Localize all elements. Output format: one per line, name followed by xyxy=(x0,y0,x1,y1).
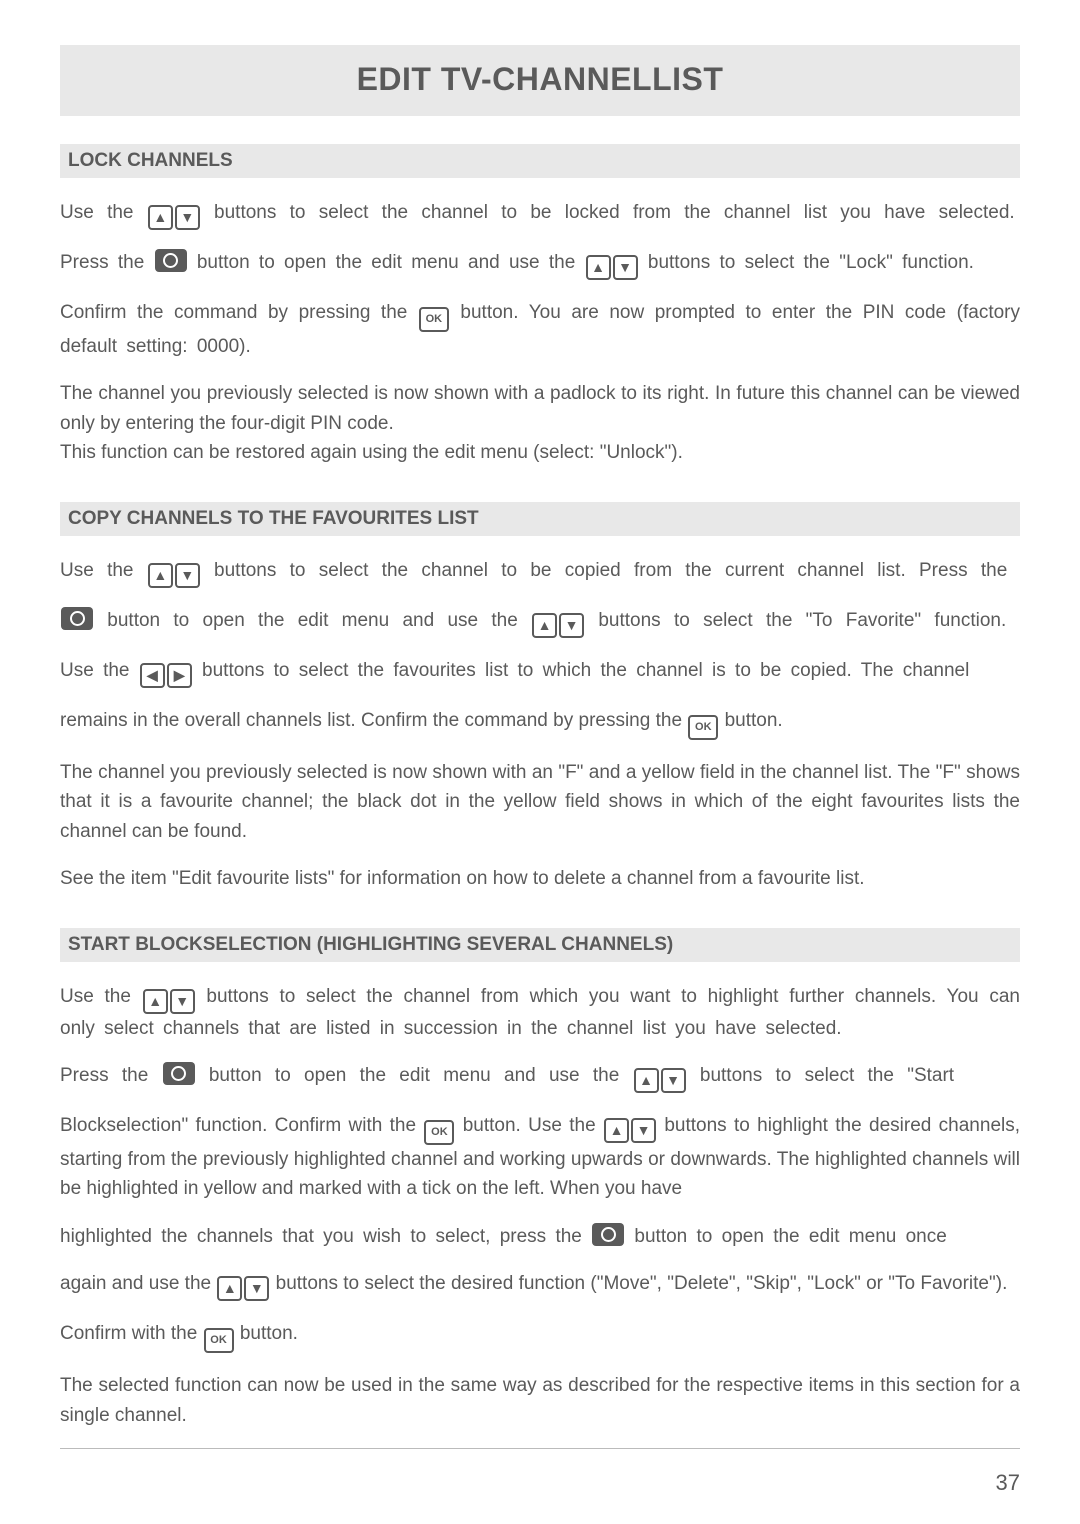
down-icon: ▼ xyxy=(175,563,200,588)
text: buttons to select the "Lock" function. xyxy=(639,252,974,273)
paragraph: Use the ▲▼ buttons to select the channel… xyxy=(60,982,1020,1043)
paragraph: See the item "Edit favourite lists" for … xyxy=(60,864,1020,893)
up-icon: ▲ xyxy=(148,205,173,230)
record-icon xyxy=(163,1062,195,1085)
up-icon: ▲ xyxy=(217,1276,242,1301)
up-icon: ▲ xyxy=(604,1118,629,1143)
down-icon: ▼ xyxy=(631,1118,656,1143)
record-icon xyxy=(155,249,187,272)
page-title-band: EDIT TV-CHANNELLIST xyxy=(60,45,1020,116)
paragraph: Use the ▲▼ buttons to select the channel… xyxy=(60,198,1020,230)
paragraph: remains in the overall channels list. Co… xyxy=(60,706,1020,740)
text: button to open the edit menu and use the xyxy=(196,1065,633,1086)
section-heading-block: START BLOCKSELECTION (HIGHLIGHTING SEVER… xyxy=(60,928,1020,962)
down-icon: ▼ xyxy=(661,1068,686,1093)
page-number: 37 xyxy=(996,1470,1020,1496)
text: button to open the edit menu and use the xyxy=(94,610,531,631)
up-icon: ▲ xyxy=(148,563,173,588)
section-block-body: Use the ▲▼ buttons to select the channel… xyxy=(60,982,1020,1431)
ok-icon: OK xyxy=(424,1120,454,1145)
text: buttons to select the channel to be copi… xyxy=(201,560,1008,581)
text: Use the xyxy=(60,660,139,681)
text: Confirm the command by pressing the xyxy=(60,302,418,323)
text: button. xyxy=(235,1323,298,1344)
paragraph: The channel you previously selected is n… xyxy=(60,758,1020,846)
ok-icon: OK xyxy=(419,307,449,332)
text: This function can be restored again usin… xyxy=(60,442,683,463)
text: Blockselection" function. Confirm with t… xyxy=(60,1115,423,1136)
text: Confirm with the xyxy=(60,1323,203,1344)
text: button to open the edit menu once xyxy=(625,1226,947,1247)
text: buttons to select the channel from which… xyxy=(60,986,1020,1039)
down-icon: ▼ xyxy=(244,1276,269,1301)
text: button. xyxy=(719,710,782,731)
up-icon: ▲ xyxy=(143,989,168,1014)
text: button. Use the xyxy=(455,1115,603,1136)
paragraph: highlighted the channels that you wish t… xyxy=(60,1222,1020,1251)
paragraph: button to open the edit menu and use the… xyxy=(60,606,1020,638)
paragraph: The channel you previously selected is n… xyxy=(60,379,1020,467)
text: buttons to select the channel to be lock… xyxy=(201,202,1015,223)
section-heading-copy: COPY CHANNELS TO THE FAVOURITES LIST xyxy=(60,502,1020,536)
paragraph: Press the button to open the edit menu a… xyxy=(60,248,1020,280)
up-icon: ▲ xyxy=(586,255,611,280)
ok-icon: OK xyxy=(688,715,718,740)
text: Press the xyxy=(60,252,154,273)
paragraph: Press the button to open the edit menu a… xyxy=(60,1061,1020,1093)
right-icon: ▶ xyxy=(167,663,192,688)
record-icon xyxy=(592,1223,624,1246)
text: The channel you previously selected is n… xyxy=(60,383,1020,433)
text: highlighted the channels that you wish t… xyxy=(60,1226,591,1247)
down-icon: ▼ xyxy=(613,255,638,280)
down-icon: ▼ xyxy=(170,989,195,1014)
paragraph: Use the ▲▼ buttons to select the channel… xyxy=(60,556,1020,588)
ok-icon: OK xyxy=(204,1328,234,1353)
text: buttons to select the favourites list to… xyxy=(193,660,970,681)
up-icon: ▲ xyxy=(532,613,557,638)
text: remains in the overall channels list. Co… xyxy=(60,710,687,731)
text: buttons to select the "Start xyxy=(687,1065,954,1086)
section-lock-body: Use the ▲▼ buttons to select the channel… xyxy=(60,198,1020,468)
text: buttons to select the desired function (… xyxy=(270,1273,1007,1294)
paragraph: Confirm with the OK button. xyxy=(60,1319,1020,1353)
paragraph: The selected function can now be used in… xyxy=(60,1371,1020,1430)
section-copy-body: Use the ▲▼ buttons to select the channel… xyxy=(60,556,1020,894)
left-icon: ◀ xyxy=(140,663,165,688)
text: Use the xyxy=(60,202,147,223)
footer-divider xyxy=(60,1448,1020,1449)
text: button to open the edit menu and use the xyxy=(188,252,585,273)
text: again and use the xyxy=(60,1273,216,1294)
record-icon xyxy=(61,607,93,630)
text: Press the xyxy=(60,1065,162,1086)
up-icon: ▲ xyxy=(634,1068,659,1093)
text: buttons to select the "To Favorite" func… xyxy=(585,610,1006,631)
text: Use the xyxy=(60,986,142,1007)
page-container: EDIT TV-CHANNELLIST LOCK CHANNELS Use th… xyxy=(0,0,1080,1479)
paragraph: Confirm the command by pressing the OK b… xyxy=(60,298,1020,361)
paragraph: again and use the ▲▼ buttons to select t… xyxy=(60,1269,1020,1301)
section-heading-lock: LOCK CHANNELS xyxy=(60,144,1020,178)
down-icon: ▼ xyxy=(559,613,584,638)
text: Use the xyxy=(60,560,147,581)
paragraph: Use the ◀▶ buttons to select the favouri… xyxy=(60,656,1020,688)
page-title: EDIT TV-CHANNELLIST xyxy=(60,61,1020,98)
down-icon: ▼ xyxy=(175,205,200,230)
paragraph: Blockselection" function. Confirm with t… xyxy=(60,1111,1020,1204)
